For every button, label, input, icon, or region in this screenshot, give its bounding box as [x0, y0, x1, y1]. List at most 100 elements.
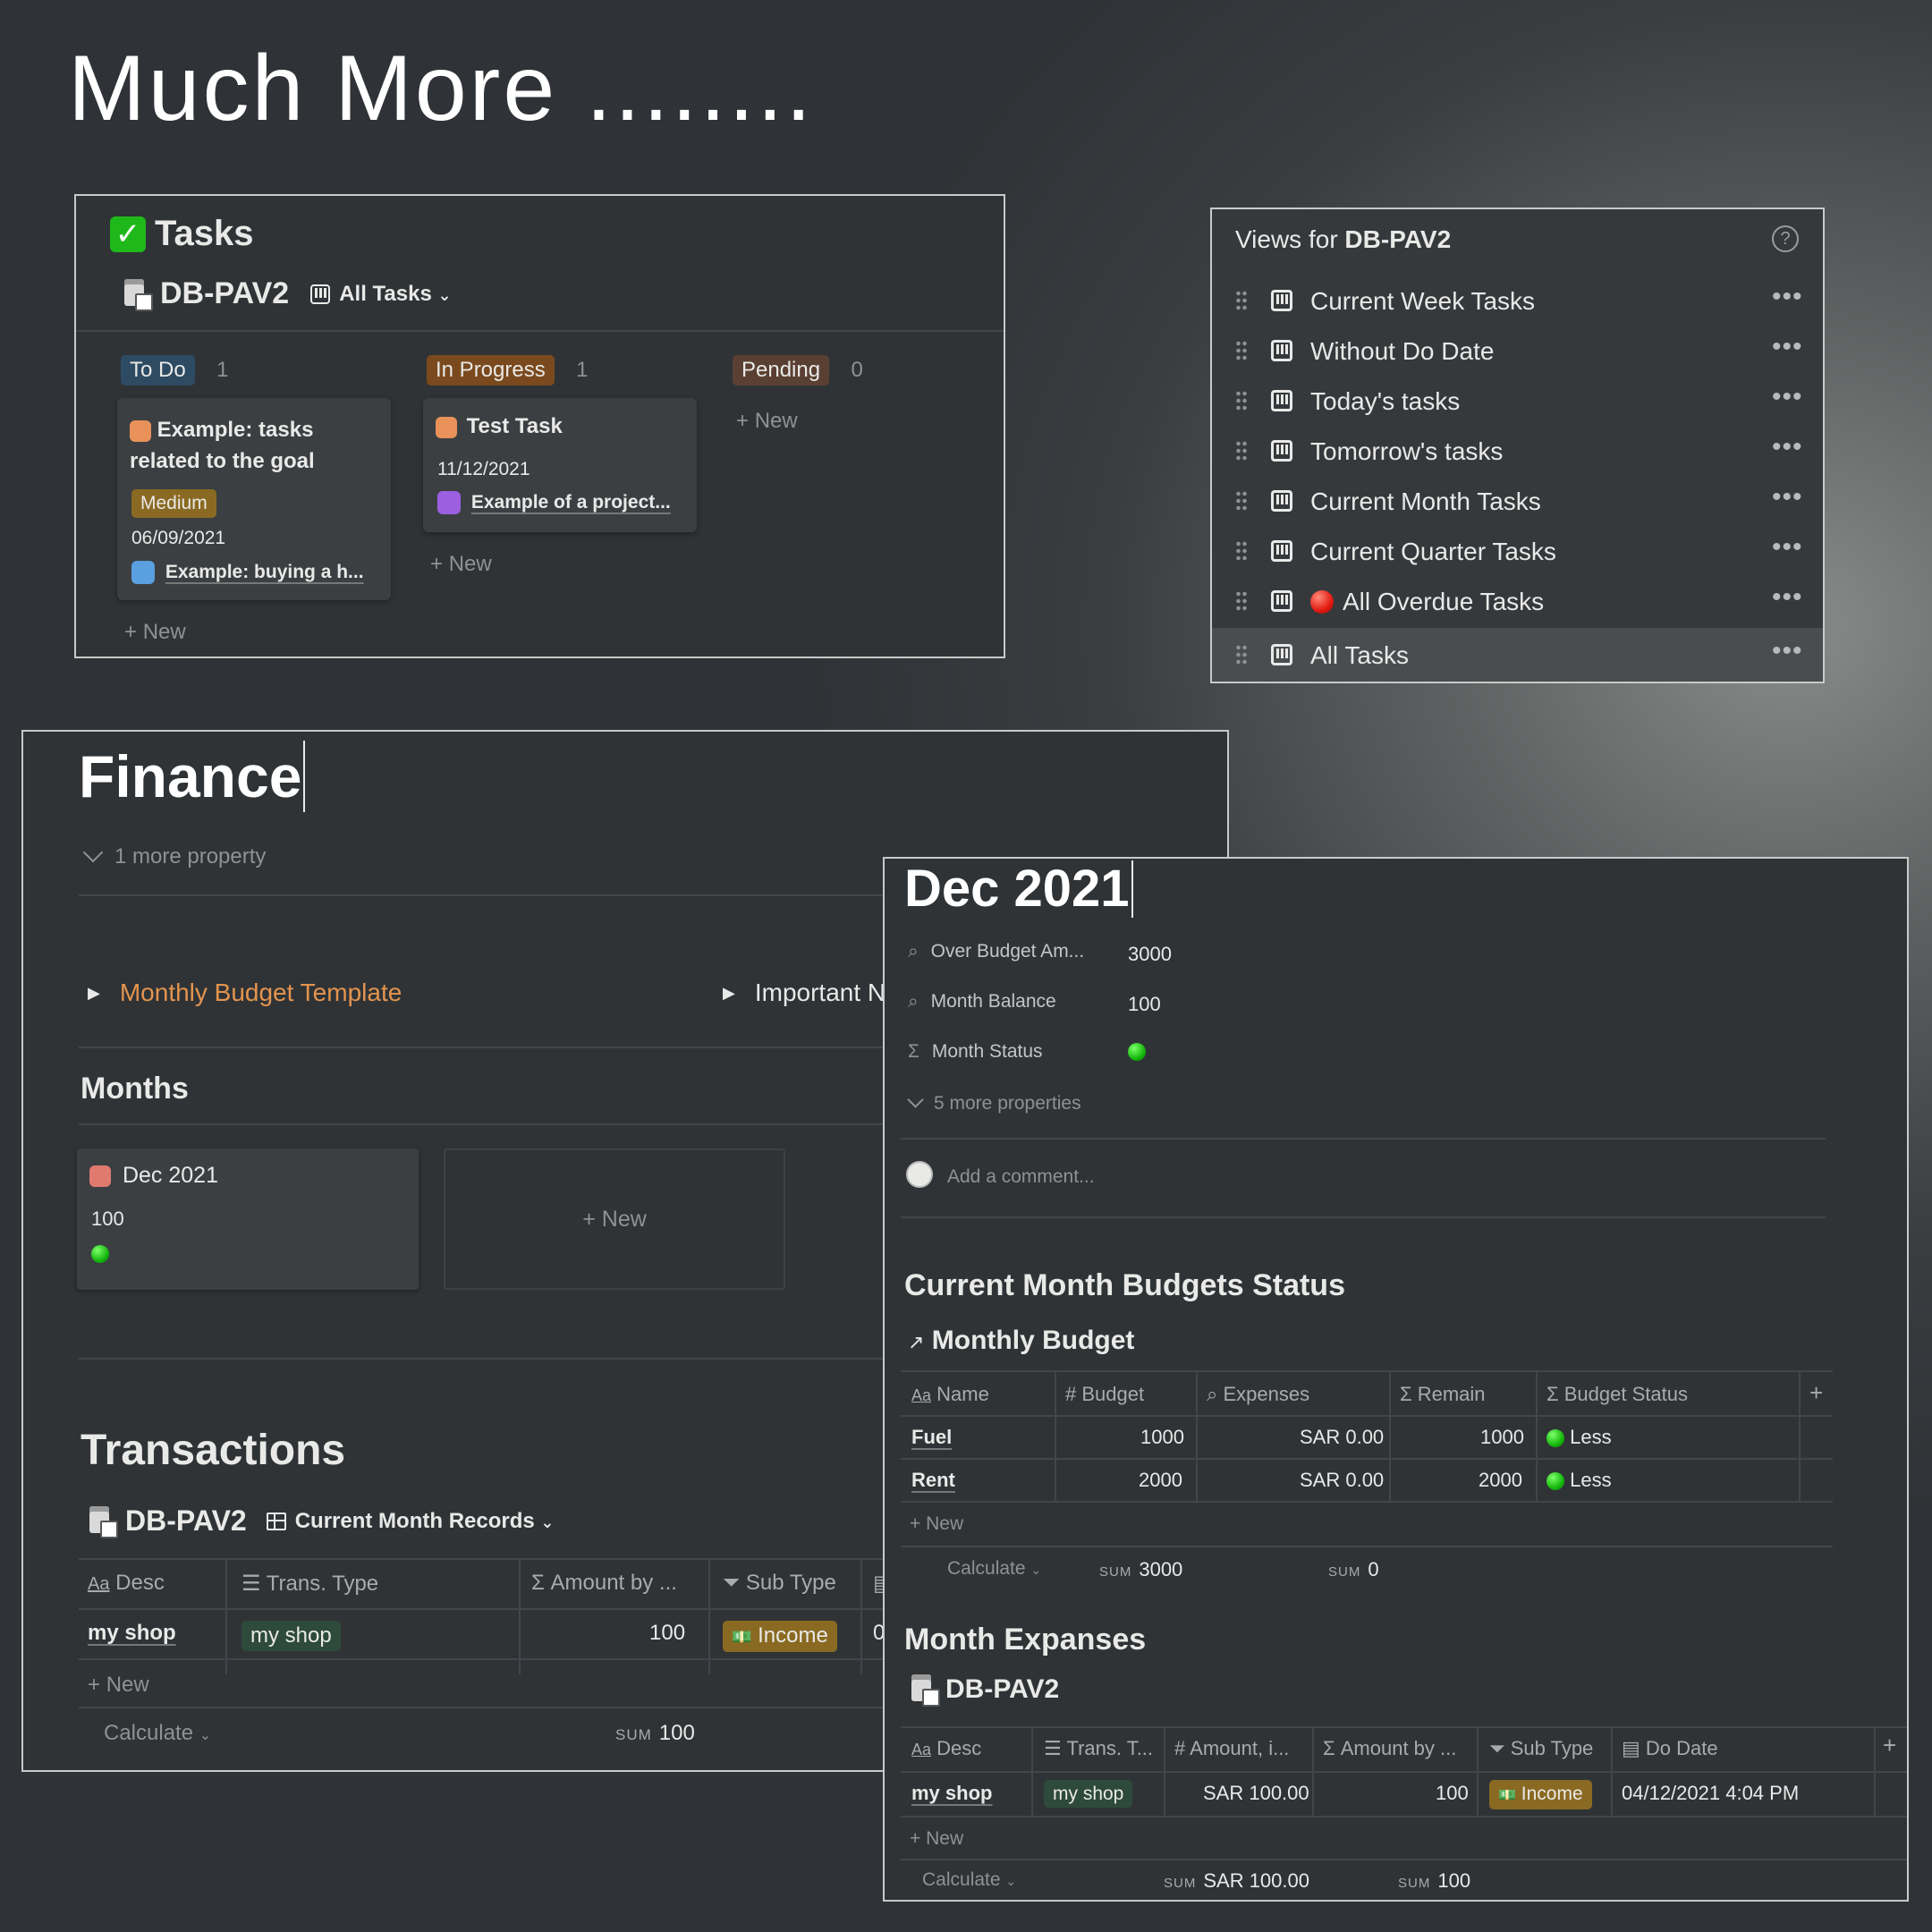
property-value: 100	[1128, 993, 1161, 1015]
view-item[interactable]: Without Do Date •••	[1212, 326, 1823, 376]
transactions-view-selector[interactable]: Current Month Records ⌄	[294, 1508, 555, 1533]
finance-title[interactable]: Finance	[79, 743, 302, 809]
drag-handle-icon[interactable]	[1235, 340, 1248, 361]
column-header-do-date[interactable]: ▤ Do Date	[1622, 1737, 1718, 1759]
view-item[interactable]: Today's tasks •••	[1212, 376, 1823, 426]
column-header-name[interactable]: Aa Name	[911, 1383, 989, 1405]
budget-row-name[interactable]: Fuel	[911, 1426, 953, 1448]
trans-type-tag: my shop	[242, 1621, 341, 1651]
column-label: In Progress	[427, 355, 555, 386]
column-header-amount[interactable]: Σ Amount by ...	[531, 1571, 677, 1595]
column-header-remain[interactable]: Σ Remain	[1400, 1383, 1486, 1405]
add-column-plus-icon[interactable]: +	[1809, 1379, 1824, 1406]
drag-handle-icon[interactable]	[1235, 390, 1248, 411]
drag-handle-icon[interactable]	[1235, 290, 1248, 311]
tasks-view-selector[interactable]: All Tasks ⌄	[339, 281, 452, 306]
view-item[interactable]: Current Month Tasks •••	[1212, 476, 1823, 526]
property-row[interactable]: ⌕ Month Balance	[908, 991, 1056, 1012]
row-desc[interactable]: my shop	[88, 1621, 176, 1645]
column-header-budget[interactable]: # Budget	[1065, 1383, 1145, 1405]
add-column-plus-icon[interactable]: +	[1883, 1732, 1897, 1758]
view-item-selected[interactable]: All Tasks •••	[1212, 628, 1823, 682]
more-options-icon[interactable]: •••	[1772, 482, 1803, 512]
more-properties-toggle[interactable]: 5 more properties	[907, 1091, 1081, 1114]
text-cursor	[1131, 860, 1133, 918]
view-item[interactable]: Current Quarter Tasks •••	[1212, 526, 1823, 576]
task-relation[interactable]: Example of a project...	[437, 491, 671, 514]
column-label: Pending	[733, 355, 830, 386]
new-budget-row-button[interactable]: + New	[910, 1513, 964, 1534]
more-property-toggle[interactable]: 1 more property	[82, 842, 266, 869]
column-header-desc[interactable]: Aa Desc	[88, 1571, 165, 1595]
month-card[interactable]: Dec 2021 100	[77, 1148, 419, 1290]
search-icon: ⌕	[908, 941, 919, 962]
task-card[interactable]: Test Task 11/12/2021 Example of a projec…	[423, 398, 697, 532]
column-header-budget-status[interactable]: Σ Budget Status	[1546, 1383, 1688, 1405]
dec-title[interactable]: Dec 2021	[904, 860, 1130, 918]
column-header-trans-type[interactable]: ☰ Trans. Type	[242, 1572, 379, 1596]
property-row[interactable]: ⌕ Over Budget Am...	[908, 941, 1085, 962]
column-header-amount-by[interactable]: Σ Amount by ...	[1323, 1737, 1457, 1759]
new-exp-row-button[interactable]: + New	[910, 1828, 964, 1849]
column-header-trans-type[interactable]: ☰ Trans. T...	[1044, 1737, 1154, 1759]
calculate-dropdown[interactable]: Calculate ⌄	[104, 1721, 212, 1745]
new-card-button-todo[interactable]: + New	[124, 620, 186, 644]
drag-handle-icon[interactable]	[1235, 490, 1248, 512]
more-options-icon[interactable]: •••	[1772, 582, 1803, 612]
new-card-button-in-progress[interactable]: + New	[430, 552, 492, 576]
budget-row-name[interactable]: Rent	[911, 1469, 955, 1491]
database-icon	[123, 278, 153, 311]
more-options-icon[interactable]: •••	[1772, 332, 1803, 361]
dec-2021-panel: Dec 2021 ⌕ Over Budget Am... 3000 ⌕ Mont…	[883, 857, 1909, 1902]
new-card-button-pending[interactable]: + New	[736, 409, 798, 433]
tasks-db-name[interactable]: DB-PAV2	[160, 276, 290, 310]
budget-db-link[interactable]: ↗ Monthly Budget	[908, 1326, 1135, 1355]
column-header-desc[interactable]: Aa Desc	[911, 1737, 982, 1759]
property-row[interactable]: Σ Month Status	[908, 1041, 1043, 1062]
drag-handle-icon[interactable]	[1235, 440, 1248, 462]
text-property-icon: Aa	[911, 1386, 932, 1404]
transactions-db-name[interactable]: DB-PAV2	[125, 1504, 247, 1537]
sigma-icon: Σ	[1323, 1737, 1335, 1759]
calculate-dropdown[interactable]: Calculate ⌄	[922, 1869, 1017, 1890]
view-item[interactable]: All Overdue Tasks •••	[1212, 576, 1823, 626]
column-header-sub-type[interactable]: ⏷ Sub Type	[1489, 1737, 1594, 1759]
column-header-sub-type[interactable]: ⏷ Sub Type	[723, 1571, 836, 1595]
more-options-icon[interactable]: •••	[1772, 636, 1803, 665]
help-icon[interactable]: ?	[1772, 225, 1799, 252]
column-header-in-progress[interactable]: In Progress 1	[427, 355, 589, 386]
more-options-icon[interactable]: •••	[1772, 532, 1803, 562]
task-relation[interactable]: Example: buying a h...	[131, 561, 364, 584]
budget-row-budget: 2000	[1139, 1469, 1182, 1491]
more-options-icon[interactable]: •••	[1772, 382, 1803, 411]
view-label: Without Do Date	[1310, 337, 1495, 365]
new-month-button[interactable]: + New	[444, 1148, 785, 1290]
important-toggle[interactable]: ▶ Important N	[723, 979, 886, 1006]
monthly-budget-toggle[interactable]: ▶ Monthly Budget Template	[88, 979, 402, 1006]
drag-handle-icon[interactable]	[1235, 540, 1248, 562]
calculate-dropdown[interactable]: Calculate ⌄	[947, 1558, 1042, 1579]
column-header-todo[interactable]: To Do 1	[121, 355, 229, 386]
column-header-pending[interactable]: Pending 0	[733, 355, 863, 386]
column-header-amount[interactable]: # Amount, i...	[1174, 1737, 1290, 1759]
expanses-heading: Month Expanses	[904, 1623, 1147, 1657]
drag-handle-icon[interactable]	[1235, 644, 1248, 665]
comment-input[interactable]: Add a comment...	[947, 1166, 1095, 1187]
column-header-expenses[interactable]: ⌕ Expenses	[1207, 1383, 1310, 1405]
more-options-icon[interactable]: •••	[1772, 282, 1803, 311]
status-green-dot	[1128, 1043, 1146, 1061]
plus-icon: +	[88, 1673, 101, 1697]
tasks-title-row: ✓ Tasks	[110, 214, 253, 254]
task-card[interactable]: Example: tasks related to the goal Mediu…	[117, 398, 391, 600]
sigma-icon: Σ	[1546, 1383, 1559, 1405]
drag-handle-icon[interactable]	[1235, 590, 1248, 612]
view-item[interactable]: Tomorrow's tasks •••	[1212, 426, 1823, 476]
new-row-button[interactable]: + New	[88, 1673, 149, 1697]
chevron-down-icon	[907, 1091, 924, 1108]
view-item[interactable]: Current Week Tasks •••	[1212, 275, 1823, 326]
expanses-db-name[interactable]: DB-PAV2	[945, 1674, 1060, 1704]
board-view-icon	[1271, 490, 1292, 512]
more-options-icon[interactable]: •••	[1772, 432, 1803, 462]
exp-row-desc[interactable]: my shop	[911, 1782, 993, 1804]
money-icon: 💵	[1498, 1788, 1516, 1803]
